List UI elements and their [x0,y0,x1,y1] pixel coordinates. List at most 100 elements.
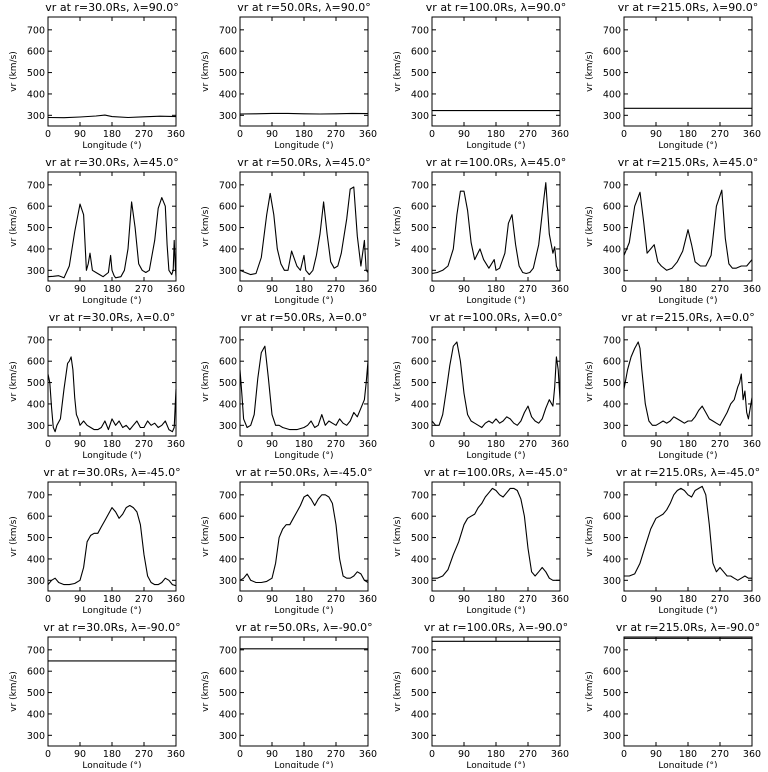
y-tick-label: 700 [27,180,45,191]
y-tick-label: 300 [219,731,237,742]
chart-panel: vr at r=100.0Rs, λ=90.0° 0 90 180 270 360 300 4… [393,1,569,151]
y-tick-label: 700 [411,25,429,36]
x-tick-label: 360 [743,439,761,450]
x-axis-label: Longitude (°) [466,141,525,151]
x-tick-label: 180 [679,594,697,605]
y-axis-label: vr (km/s) [201,671,211,712]
x-tick-label: 360 [359,439,377,450]
y-axis-label: vr (km/s) [9,51,19,92]
x-tick-label: 0 [237,284,243,295]
y-tick-label: 300 [411,421,429,432]
series-line [624,485,752,581]
x-tick-label: 270 [711,129,729,140]
y-axis-label: vr (km/s) [201,51,211,92]
y-tick-label: 300 [603,111,621,122]
x-axis-label: Longitude (°) [274,761,333,768]
y-axis-label: vr (km/s) [201,361,211,402]
chart-title: vr at r=100.0Rs, λ=-45.0° [424,466,568,479]
y-tick-label: 600 [27,47,45,58]
x-axis-label: Longitude (°) [466,761,525,768]
chart-title: vr at r=50.0Rs, λ=90.0° [237,1,370,14]
x-tick-label: 180 [103,439,121,450]
chart-panel: vr at r=50.0Rs, λ=-90.0° 0 90 180 270 360 300 4… [201,621,377,771]
x-tick-label: 180 [487,284,505,295]
chart-title: vr at r=30.0Rs, λ=0.0° [49,311,175,324]
x-tick-label: 270 [711,594,729,605]
plot-frame [623,171,753,282]
series-line [239,186,369,276]
y-axis-label: vr (km/s) [393,516,403,557]
plot-frame [239,326,369,437]
x-axis-label: Longitude (°) [82,296,141,306]
x-tick-label: 180 [679,129,697,140]
plot-frame [47,481,177,592]
y-tick-label: 500 [219,223,237,234]
y-tick-label: 500 [603,533,621,544]
x-tick-label: 0 [237,594,243,605]
y-tick-label: 600 [411,202,429,213]
x-tick-label: 180 [295,129,313,140]
x-tick-label: 180 [487,749,505,760]
y-tick-label: 500 [27,378,45,389]
x-tick-label: 270 [711,439,729,450]
y-tick-label: 500 [411,533,429,544]
x-tick-label: 270 [135,749,153,760]
chart-panel: vr at r=215.0Rs, λ=45.0° 0 90 180 270 360 300 4… [585,156,761,306]
x-tick-label: 360 [551,594,569,605]
x-tick-label: 90 [650,749,662,760]
y-tick-label: 300 [27,731,45,742]
x-tick-label: 0 [621,129,627,140]
y-tick-label: 600 [411,357,429,368]
chart-title: vr at r=215.0Rs, λ=45.0° [618,156,758,169]
chart-title: vr at r=215.0Rs, λ=90.0° [618,1,758,14]
x-tick-label: 90 [650,439,662,450]
chart-panel: vr at r=100.0Rs, λ=45.0° 0 90 180 270 360 300 4… [393,156,569,306]
series-line [623,189,753,271]
y-tick-label: 400 [603,554,621,565]
y-tick-label: 600 [27,512,45,523]
series-line [431,182,560,275]
y-tick-label: 700 [219,180,237,191]
y-tick-label: 400 [219,399,237,410]
x-tick-label: 90 [650,594,662,605]
y-tick-label: 700 [603,645,621,656]
x-tick-label: 360 [167,284,185,295]
x-axis-label: Longitude (°) [274,606,333,616]
series-line [47,114,177,119]
x-tick-label: 180 [103,594,121,605]
y-tick-label: 400 [219,709,237,720]
x-axis-label: Longitude (°) [658,296,717,306]
y-tick-label: 500 [603,688,621,699]
x-axis-label: Longitude (°) [82,606,141,616]
y-tick-label: 700 [27,645,45,656]
y-axis-label: vr (km/s) [585,206,595,247]
x-tick-label: 360 [167,439,185,450]
y-tick-label: 400 [411,244,429,255]
chart-title: vr at r=100.0Rs, λ=45.0° [426,156,566,169]
x-tick-label: 270 [135,594,153,605]
x-tick-label: 180 [295,439,313,450]
x-tick-label: 180 [103,749,121,760]
series-line [239,494,369,584]
x-tick-label: 270 [327,594,345,605]
x-axis-label: Longitude (°) [658,141,717,151]
x-tick-label: 90 [266,284,278,295]
chart-title: vr at r=30.0Rs, λ=90.0° [45,1,178,14]
y-tick-label: 700 [219,490,237,501]
chart-title: vr at r=100.0Rs, λ=-90.0° [424,621,568,634]
chart-title: vr at r=30.0Rs, λ=-45.0° [43,466,180,479]
chart-title: vr at r=50.0Rs, λ=-90.0° [235,621,372,634]
x-axis-label: Longitude (°) [274,451,333,461]
y-tick-label: 400 [603,89,621,100]
x-tick-label: 360 [743,594,761,605]
y-tick-label: 700 [27,335,45,346]
y-tick-label: 700 [219,335,237,346]
y-tick-label: 400 [603,399,621,410]
x-axis-label: Longitude (°) [658,761,717,768]
y-tick-label: 700 [411,335,429,346]
x-tick-label: 90 [266,594,278,605]
y-tick-label: 700 [27,490,45,501]
series-line [47,504,177,587]
x-tick-label: 180 [487,129,505,140]
